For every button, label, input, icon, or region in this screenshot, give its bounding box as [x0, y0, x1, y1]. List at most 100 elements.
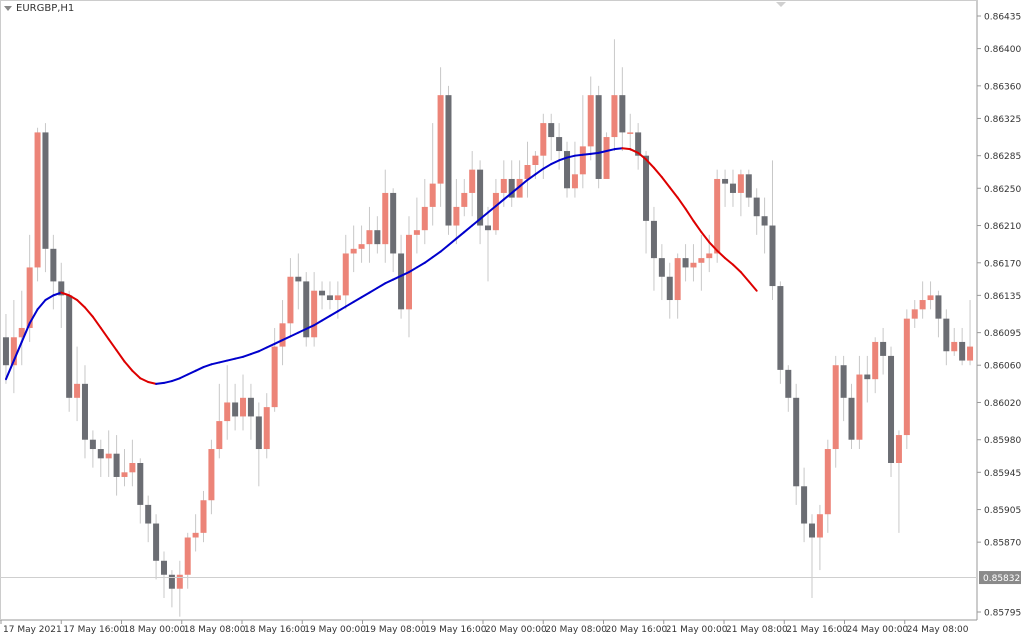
candle-body[interactable] [461, 192, 468, 207]
candle-body[interactable] [311, 290, 318, 338]
candle-body[interactable] [287, 276, 294, 324]
candle-body[interactable] [540, 123, 547, 156]
candle-body[interactable] [880, 341, 887, 356]
candle-body[interactable] [911, 309, 918, 319]
candle-body[interactable] [398, 253, 405, 310]
candle-body[interactable] [50, 248, 57, 282]
candle-body[interactable] [97, 449, 104, 459]
candle-body[interactable] [840, 365, 847, 398]
candle-body[interactable] [698, 258, 705, 263]
candle-body[interactable] [492, 192, 499, 231]
candle-body[interactable] [761, 216, 768, 226]
candle-body[interactable] [374, 230, 381, 245]
candle-body[interactable] [753, 197, 760, 217]
candle-body[interactable] [208, 449, 215, 501]
candle-body[interactable] [951, 341, 958, 352]
candle-body[interactable] [927, 295, 934, 301]
candle-body[interactable] [888, 355, 895, 463]
candle-body[interactable] [105, 453, 112, 459]
candle-body[interactable] [34, 132, 41, 268]
candle-body[interactable] [706, 253, 713, 259]
candle-body[interactable] [74, 383, 81, 398]
candle-body[interactable] [334, 295, 341, 301]
candle-body[interactable] [350, 248, 357, 254]
candle-body[interactable] [793, 397, 800, 487]
candle-body[interactable] [587, 95, 594, 147]
candle-body[interactable] [808, 523, 816, 538]
candle-body[interactable] [358, 244, 365, 249]
candle-body[interactable] [477, 169, 484, 226]
candle-body[interactable] [168, 574, 175, 589]
candle-body[interactable] [595, 95, 602, 179]
candle-body[interactable] [89, 439, 96, 450]
candle-body[interactable] [247, 397, 254, 417]
candle-body[interactable] [10, 337, 17, 366]
candle-body[interactable] [824, 449, 831, 515]
candle-body[interactable] [729, 183, 736, 193]
candle-body[interactable] [785, 369, 792, 398]
candle-body[interactable] [959, 341, 966, 361]
candle-body[interactable] [650, 220, 657, 259]
candle-body[interactable] [556, 137, 563, 152]
candle-body[interactable] [121, 472, 128, 477]
candle-body[interactable] [366, 230, 373, 245]
candle-body[interactable] [516, 178, 523, 198]
candle-body[interactable] [224, 402, 231, 422]
candle-body[interactable] [145, 504, 152, 524]
candle-body[interactable] [635, 132, 642, 156]
candle-body[interactable] [919, 300, 926, 310]
candle-body[interactable] [453, 206, 460, 226]
candle-body[interactable] [342, 253, 349, 296]
candle-body[interactable] [484, 225, 492, 231]
candle-body[interactable] [421, 206, 428, 231]
candle-body[interactable] [801, 486, 808, 524]
candle-body[interactable] [58, 281, 65, 296]
candle-body[interactable] [500, 178, 507, 193]
candle-body[interactable] [216, 421, 223, 450]
candle-body[interactable] [382, 192, 389, 245]
candle-body[interactable] [295, 276, 302, 282]
candle-body[interactable] [967, 346, 974, 361]
candle-body[interactable] [777, 286, 784, 370]
candle-body[interactable] [564, 151, 571, 189]
candle-body[interactable] [571, 174, 578, 189]
candle-body[interactable] [81, 383, 88, 440]
candle-body[interactable] [192, 532, 199, 538]
candle-body[interactable] [508, 178, 515, 198]
candle-body[interactable] [437, 95, 444, 184]
chevron-down-icon[interactable] [4, 6, 12, 11]
candle-body[interactable] [627, 132, 634, 134]
candle-body[interactable] [864, 374, 871, 380]
candle-body[interactable] [643, 155, 650, 221]
candle-body[interactable] [524, 165, 531, 179]
candle-body[interactable] [769, 225, 776, 287]
candle-body[interactable] [737, 174, 744, 193]
candle-body[interactable] [279, 323, 286, 347]
candle-body[interactable] [690, 262, 697, 268]
candle-body[interactable] [18, 327, 25, 338]
candle-body[interactable] [532, 155, 539, 165]
candle-body[interactable] [137, 463, 144, 505]
candle-body[interactable] [469, 169, 476, 193]
candle-body[interactable] [611, 95, 618, 138]
candle-body[interactable] [722, 178, 729, 184]
candle-body[interactable] [113, 453, 120, 477]
candle-body[interactable] [263, 407, 270, 450]
candle-body[interactable] [42, 132, 49, 249]
candle-body[interactable] [666, 276, 673, 301]
candle-body[interactable] [176, 574, 183, 589]
candle-body[interactable] [903, 318, 910, 436]
candle-body[interactable] [848, 397, 855, 440]
candle-body[interactable] [200, 500, 207, 533]
candle-body[interactable] [255, 416, 262, 450]
candle-body[interactable] [232, 402, 239, 417]
candle-body[interactable] [895, 435, 902, 463]
candle-body[interactable] [271, 346, 278, 408]
candle-body[interactable] [66, 295, 73, 398]
candle-body[interactable] [816, 514, 823, 538]
candle-body[interactable] [548, 123, 555, 138]
candle-body[interactable] [745, 174, 752, 198]
window-scroll-marker[interactable] [776, 2, 786, 7]
